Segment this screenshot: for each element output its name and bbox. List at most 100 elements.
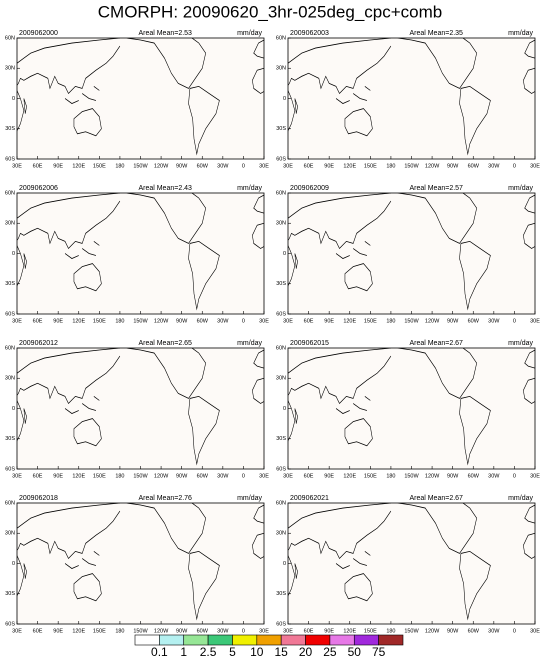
panel-areal-mean: Areal Mean=2.35 [409,30,463,37]
lat-label: 60S [5,621,15,627]
lat-label: 0 [12,251,15,257]
lon-label: 150W [404,163,419,169]
colorbar-box [280,634,306,646]
map-background [288,348,535,469]
panel-unit: mm/day [508,340,533,347]
lon-label: 180 [386,163,395,169]
lon-label: 0 [513,473,516,479]
lon-label: 180 [386,318,395,324]
map-background [288,193,535,314]
lon-label: 60E [33,473,43,479]
colorbar-box [207,634,233,646]
panel-unit: mm/day [237,185,262,192]
lon-label: 30E [530,628,540,634]
lat-label: 0 [12,96,15,102]
lon-label: 90E [324,473,334,479]
colorbar-label: 10 [250,645,264,657]
lon-label: 90E [324,628,334,634]
lon-label: 30E [530,473,540,479]
lon-label: 30E [12,473,22,479]
lat-label: 30S [276,436,286,442]
colorbar-label: 25 [323,645,337,657]
colorbar-box [353,634,379,646]
lon-label: 90W [447,163,459,169]
colorbar-label: 5 [229,645,236,657]
lon-label: 30E [259,628,269,634]
colorbar-box [305,634,331,646]
lon-label: 60W [197,628,209,634]
lon-label: 150E [364,163,377,169]
colorbar-label: 15 [275,645,289,657]
map-background [288,503,535,624]
lat-label: 30N [276,66,286,72]
lon-label: 90W [447,473,459,479]
lon-label: 0 [513,318,516,324]
lon-label: 30W [488,473,500,479]
lat-label: 60N [5,35,15,41]
lat-label: 60N [5,190,15,196]
lon-label: 0 [242,318,245,324]
panel-areal-mean: Areal Mean=2.65 [138,340,192,347]
lat-label: 30N [276,376,286,382]
map-background [17,38,264,159]
colorbar-label: 50 [348,645,362,657]
lon-label: 120E [72,473,85,479]
lon-label: 120W [154,318,169,324]
lat-label: 60S [5,156,15,162]
lon-label: 120E [343,473,356,479]
lat-label: 60S [5,311,15,317]
lon-label: 120W [154,628,169,634]
lon-label: 150E [93,473,106,479]
lon-label: 150E [364,628,377,634]
colorbar-label: 20 [299,645,313,657]
lon-label: 60W [197,473,209,479]
panel-unit: mm/day [237,30,262,37]
lon-label: 150W [133,163,148,169]
lat-label: 30S [276,126,286,132]
panel-areal-mean: Areal Mean=2.76 [138,495,192,502]
lon-label: 120W [425,318,440,324]
panel-unit: mm/day [508,30,533,37]
lon-label: 150E [93,628,106,634]
lat-label: 30N [276,221,286,227]
lon-label: 150W [404,473,419,479]
panel-areal-mean: Areal Mean=2.43 [138,185,192,192]
panel-areal-mean: Areal Mean=2.57 [409,185,463,192]
lat-label: 30S [5,281,15,287]
lat-label: 30N [276,531,286,537]
lat-label: 60N [276,345,286,351]
lon-label: 30E [283,628,293,634]
lon-label: 30W [217,318,229,324]
lat-label: 0 [12,561,15,567]
lat-label: 60S [276,466,286,472]
lon-label: 30E [259,163,269,169]
panel-unit: mm/day [508,495,533,502]
lat-label: 30N [5,221,15,227]
lon-label: 120W [425,163,440,169]
lon-label: 90E [324,318,334,324]
lat-label: 30S [276,281,286,287]
panel-time: 2009062015 [290,340,329,347]
lat-label: 30S [5,591,15,597]
lon-label: 150W [133,318,148,324]
lon-label: 0 [242,628,245,634]
lon-label: 0 [513,163,516,169]
lon-label: 120E [72,318,85,324]
panel-time: 2009062012 [19,340,58,347]
colorbar-label: 75 [372,645,386,657]
lon-label: 90W [176,473,188,479]
panel-unit: mm/day [508,185,533,192]
lon-label: 60E [304,473,314,479]
lon-label: 60E [33,318,43,324]
lon-label: 150E [364,318,377,324]
panel-areal-mean: Areal Mean=2.67 [409,495,463,502]
lon-label: 90W [176,318,188,324]
colorbar-label: 2.5 [200,645,217,657]
lon-label: 30E [530,163,540,169]
lon-label: 60E [304,318,314,324]
lat-label: 60S [5,466,15,472]
lon-label: 60W [197,318,209,324]
lon-label: 90W [176,628,188,634]
lat-label: 60N [5,500,15,506]
